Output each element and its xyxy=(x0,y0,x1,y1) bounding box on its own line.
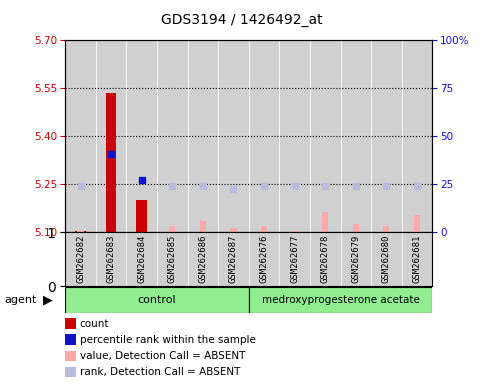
Bar xyxy=(310,40,341,232)
Bar xyxy=(371,40,402,232)
Text: GSM262681: GSM262681 xyxy=(412,235,422,283)
Text: medroxyprogesterone acetate: medroxyprogesterone acetate xyxy=(262,295,419,305)
Bar xyxy=(279,40,310,232)
Text: GSM262683: GSM262683 xyxy=(107,235,115,283)
Bar xyxy=(157,40,187,232)
Text: GSM262680: GSM262680 xyxy=(382,235,391,283)
Bar xyxy=(169,226,175,232)
Bar xyxy=(96,40,127,232)
Bar xyxy=(292,231,298,232)
Text: GSM262686: GSM262686 xyxy=(199,235,207,283)
Bar xyxy=(261,226,267,232)
Bar xyxy=(218,40,249,232)
Bar xyxy=(353,224,359,232)
Text: GDS3194 / 1426492_at: GDS3194 / 1426492_at xyxy=(161,13,322,27)
Bar xyxy=(127,40,157,232)
Bar xyxy=(200,221,206,232)
Text: rank, Detection Call = ABSENT: rank, Detection Call = ABSENT xyxy=(80,367,240,377)
Text: ▶: ▶ xyxy=(43,293,52,306)
Bar xyxy=(249,40,279,232)
Text: GSM262685: GSM262685 xyxy=(168,235,177,283)
FancyBboxPatch shape xyxy=(65,287,249,313)
Bar xyxy=(402,40,432,232)
Bar xyxy=(75,231,86,232)
Text: agent: agent xyxy=(5,295,37,305)
Text: GSM262678: GSM262678 xyxy=(321,235,330,283)
Text: GSM262684: GSM262684 xyxy=(137,235,146,283)
Bar xyxy=(136,200,147,232)
Text: GSM262677: GSM262677 xyxy=(290,235,299,283)
Bar xyxy=(341,40,371,232)
Text: control: control xyxy=(138,295,176,305)
Bar xyxy=(77,231,84,232)
Bar xyxy=(65,40,96,232)
Bar xyxy=(322,212,328,232)
Bar xyxy=(414,215,420,232)
Bar xyxy=(106,93,116,232)
Text: value, Detection Call = ABSENT: value, Detection Call = ABSENT xyxy=(80,351,245,361)
Text: GSM262682: GSM262682 xyxy=(76,235,85,283)
Bar xyxy=(187,40,218,232)
Text: GSM262687: GSM262687 xyxy=(229,235,238,283)
Bar xyxy=(384,226,389,232)
Text: count: count xyxy=(80,319,109,329)
Text: GSM262679: GSM262679 xyxy=(351,235,360,283)
Text: percentile rank within the sample: percentile rank within the sample xyxy=(80,335,256,345)
Bar xyxy=(230,227,237,232)
FancyBboxPatch shape xyxy=(249,287,432,313)
Text: GSM262676: GSM262676 xyxy=(259,235,269,283)
